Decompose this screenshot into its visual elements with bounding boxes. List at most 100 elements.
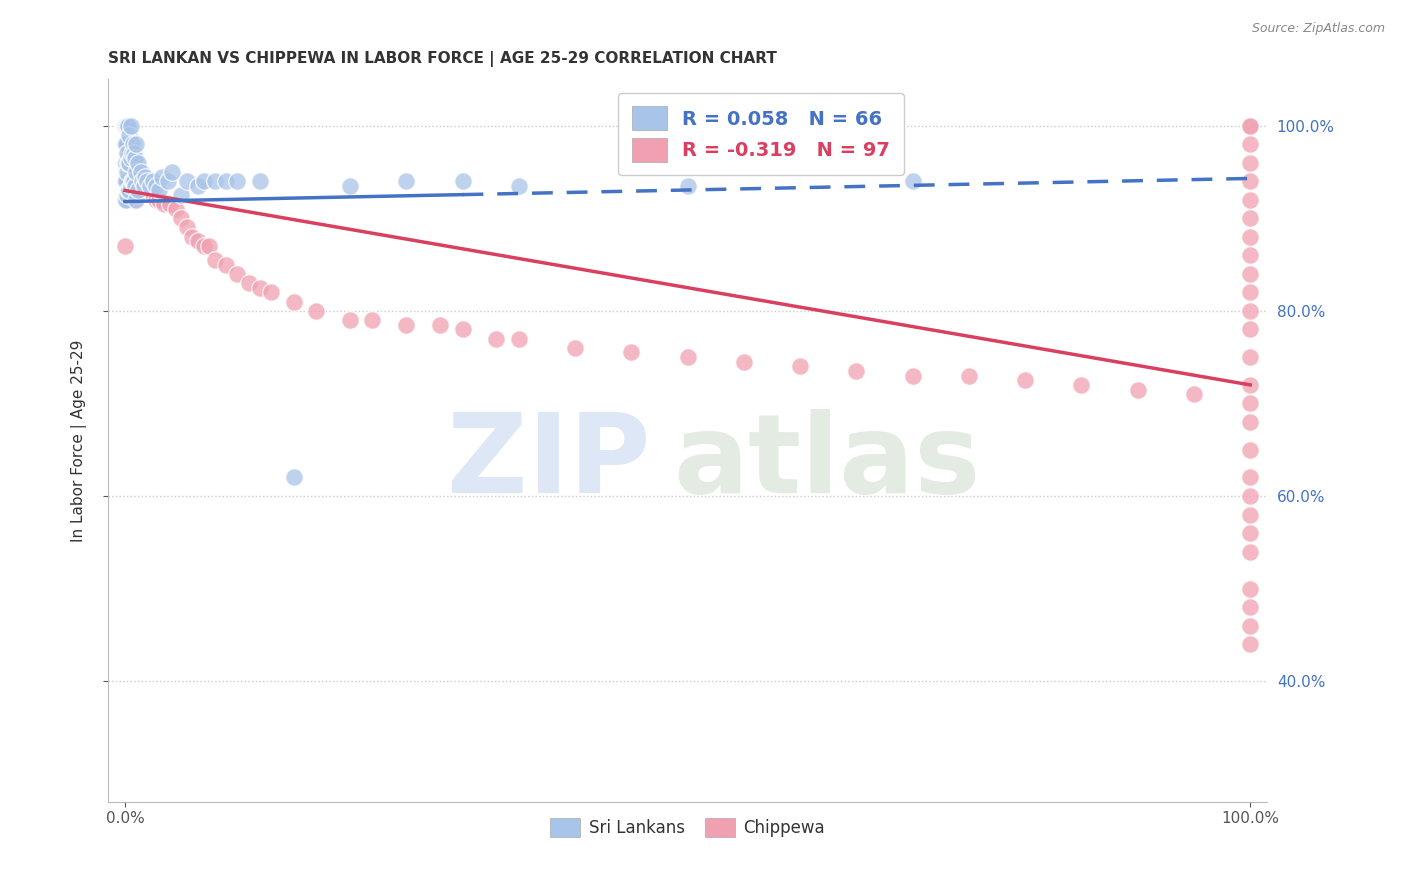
Point xyxy=(1239,582,1261,596)
Point xyxy=(115,174,138,188)
Point xyxy=(901,174,924,188)
Point xyxy=(1070,378,1092,392)
Point xyxy=(121,137,143,152)
Point xyxy=(1239,378,1261,392)
Point xyxy=(115,137,138,152)
Point xyxy=(114,174,136,188)
Point xyxy=(226,174,249,188)
Point xyxy=(156,174,179,188)
Point xyxy=(160,165,183,179)
Point xyxy=(127,155,149,169)
Point xyxy=(1239,155,1261,169)
Point xyxy=(226,267,249,281)
Point xyxy=(117,184,139,198)
Point xyxy=(676,350,699,364)
Point xyxy=(215,174,238,188)
Point xyxy=(125,188,148,202)
Point xyxy=(114,137,136,152)
Point xyxy=(215,258,238,272)
Point xyxy=(114,155,136,169)
Point xyxy=(361,313,384,327)
Point xyxy=(114,137,136,152)
Point xyxy=(193,239,215,253)
Point xyxy=(125,137,148,152)
Point xyxy=(1239,396,1261,410)
Point xyxy=(676,178,699,193)
Legend: Sri Lankans, Chippewa: Sri Lankans, Chippewa xyxy=(544,812,831,844)
Point xyxy=(395,174,418,188)
Point xyxy=(121,174,143,188)
Point xyxy=(165,202,187,216)
Point xyxy=(114,119,136,133)
Point xyxy=(1239,508,1261,522)
Point xyxy=(115,161,138,175)
Point xyxy=(1239,489,1261,503)
Point xyxy=(789,359,811,374)
Point xyxy=(249,174,271,188)
Point xyxy=(176,174,198,188)
Point xyxy=(125,193,148,207)
Point xyxy=(115,193,138,207)
Point xyxy=(181,229,204,244)
Point xyxy=(118,184,141,198)
Point xyxy=(187,235,209,249)
Point xyxy=(122,161,145,175)
Point xyxy=(124,178,146,193)
Text: atlas: atlas xyxy=(673,409,980,516)
Point xyxy=(115,165,138,179)
Point xyxy=(1239,618,1261,632)
Point xyxy=(127,184,149,198)
Point xyxy=(136,184,159,198)
Point xyxy=(451,322,474,336)
Point xyxy=(1239,267,1261,281)
Point xyxy=(134,169,156,184)
Point xyxy=(121,155,143,169)
Point xyxy=(901,368,924,383)
Point xyxy=(120,178,142,193)
Point xyxy=(118,184,141,198)
Point xyxy=(485,332,508,346)
Point xyxy=(238,276,260,290)
Point xyxy=(150,169,173,184)
Point xyxy=(142,174,165,188)
Point xyxy=(249,281,271,295)
Point xyxy=(283,294,305,309)
Point xyxy=(115,119,138,133)
Point xyxy=(122,174,145,188)
Point xyxy=(120,119,142,133)
Point xyxy=(117,119,139,133)
Point xyxy=(115,193,138,207)
Point xyxy=(114,119,136,133)
Point xyxy=(1239,137,1261,152)
Point xyxy=(124,151,146,165)
Point xyxy=(564,341,586,355)
Point xyxy=(187,178,209,193)
Point xyxy=(118,155,141,169)
Point xyxy=(136,174,159,188)
Point xyxy=(114,119,136,133)
Point xyxy=(1239,544,1261,558)
Point xyxy=(134,174,156,188)
Point xyxy=(115,188,138,202)
Text: Source: ZipAtlas.com: Source: ZipAtlas.com xyxy=(1251,22,1385,36)
Point xyxy=(1239,303,1261,318)
Point xyxy=(153,197,176,211)
Point xyxy=(204,174,226,188)
Point xyxy=(115,193,138,207)
Point xyxy=(1239,119,1261,133)
Point xyxy=(127,174,149,188)
Point xyxy=(260,285,283,300)
Point xyxy=(1014,373,1036,387)
Point xyxy=(114,193,136,207)
Point xyxy=(138,178,160,193)
Point xyxy=(1239,119,1261,133)
Point xyxy=(131,174,153,188)
Point xyxy=(1239,415,1261,429)
Point xyxy=(1239,211,1261,226)
Point xyxy=(733,355,755,369)
Point xyxy=(1239,600,1261,615)
Point xyxy=(957,368,980,383)
Point xyxy=(118,128,141,142)
Point xyxy=(1239,350,1261,364)
Point xyxy=(115,146,138,161)
